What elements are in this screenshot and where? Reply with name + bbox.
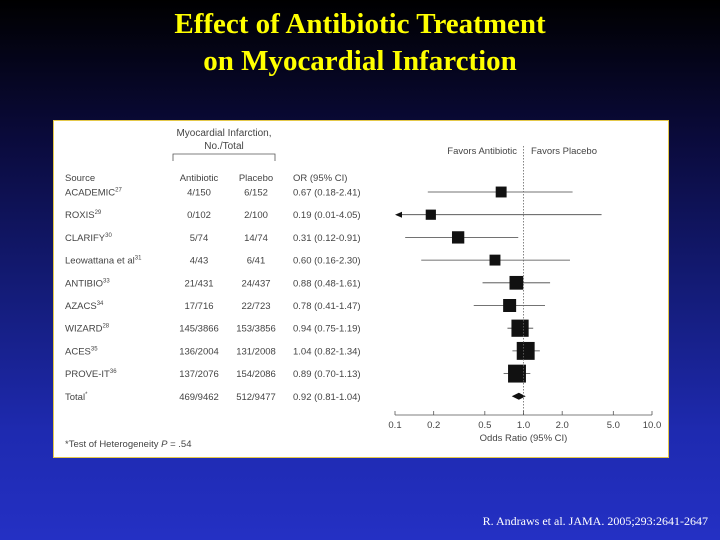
source-label: WIZARD28 — [65, 324, 110, 335]
favors-placebo-label: Favors Placebo — [531, 146, 597, 157]
forest-plot: Myocardial Infarction, No./Total Source … — [65, 128, 661, 450]
group-header-line1: Myocardial Infarction, — [176, 128, 271, 139]
placebo-count: 512/9477 — [236, 392, 276, 403]
source-label: ROXIS29 — [65, 210, 102, 221]
study-row: ACES35 136/2004 131/2008 1.04 (0.82-1.34) — [65, 346, 361, 357]
source-label: Leowattana et al31 — [65, 256, 142, 267]
placebo-count: 154/2086 — [236, 369, 276, 380]
antibiotic-count: 4/150 — [187, 188, 211, 199]
estimate-marker — [516, 341, 535, 360]
x-tick-label: 10.0 — [643, 420, 662, 431]
x-tick-label: 5.0 — [607, 420, 620, 431]
study-row: AZACS34 17/716 22/723 0.78 (0.41-1.47) — [65, 301, 361, 312]
col-header-placebo: Placebo — [239, 173, 273, 184]
estimate-marker — [451, 231, 465, 244]
placebo-count: 6/152 — [244, 188, 268, 199]
estimate-marker — [509, 275, 524, 290]
ci-arrow — [395, 211, 402, 218]
study-row: ANTIBIO33 21/431 24/437 0.88 (0.48-1.61) — [65, 278, 361, 289]
source-label: ACADEMIC27 — [65, 188, 122, 199]
source-label: CLARIFY30 — [65, 233, 112, 244]
antibiotic-count: 4/43 — [190, 256, 209, 267]
antibiotic-count: 137/2076 — [179, 369, 219, 380]
study-row: ACADEMIC27 4/150 6/152 0.67 (0.18-2.41) — [65, 188, 361, 199]
odds-ratio-text: 0.92 (0.81-1.04) — [293, 392, 361, 403]
antibiotic-count: 5/74 — [190, 233, 209, 244]
placebo-count: 6/41 — [247, 256, 266, 267]
odds-ratio-text: 0.67 (0.18-2.41) — [293, 188, 361, 199]
odds-ratio-text: 0.89 (0.70-1.13) — [293, 369, 361, 380]
odds-ratio-text: 0.19 (0.01-4.05) — [293, 210, 361, 221]
odds-ratio-text: 1.04 (0.82-1.34) — [293, 346, 361, 357]
study-row: ROXIS29 0/102 2/100 0.19 (0.01-4.05) — [65, 210, 361, 221]
antibiotic-count: 469/9462 — [179, 392, 219, 403]
placebo-count: 14/74 — [244, 233, 268, 244]
source-label: Total* — [65, 392, 88, 403]
col-header-source: Source — [65, 173, 95, 184]
antibiotic-count: 0/102 — [187, 210, 211, 221]
estimate-marker — [489, 254, 501, 266]
estimate-marker — [495, 186, 507, 198]
estimate-marker — [425, 209, 436, 220]
slide-title-line2: on Myocardial Infarction — [203, 45, 517, 77]
study-row: WIZARD28 145/3866 153/3856 0.94 (0.75-1.19) — [65, 324, 361, 335]
col-header-antibiotic: Antibiotic — [180, 173, 219, 184]
x-tick-label: 2.0 — [556, 420, 569, 431]
x-tick-label: 1.0 — [517, 420, 530, 431]
placebo-count: 131/2008 — [236, 346, 276, 357]
slide-title: Effect of Antibiotic Treatment on Myocar… — [0, 6, 720, 80]
heterogeneity-footnote: *Test of Heterogeneity P = .54 — [65, 439, 192, 450]
col-header-or: OR (95% CI) — [293, 173, 347, 184]
x-tick-label: 0.2 — [427, 420, 440, 431]
x-tick-label: 0.5 — [478, 420, 491, 431]
x-axis-label: Odds Ratio (95% CI) — [480, 433, 568, 444]
estimate-marker — [503, 299, 517, 312]
study-row: Leowattana et al31 4/43 6/41 0.60 (0.16-2.3… — [65, 256, 361, 267]
antibiotic-count: 145/3866 — [179, 324, 219, 335]
x-tick-label: 0.1 — [388, 420, 401, 431]
antibiotic-count: 17/716 — [184, 301, 213, 312]
odds-ratio-text: 0.78 (0.41-1.47) — [293, 301, 361, 312]
odds-ratio-text: 0.88 (0.48-1.61) — [293, 278, 361, 289]
study-rows: ACADEMIC27 4/150 6/152 0.67 (0.18-2.41) ROXI… — [65, 188, 361, 403]
total-row: Total* 469/9462 512/9477 0.92 (0.81-1.04) — [65, 392, 361, 403]
citation: R. Andraws et al. JAMA. 2005;293:2641-26… — [482, 514, 708, 528]
forest-plot-panel: Myocardial Infarction, No./Total Source … — [53, 120, 669, 458]
study-row: PROVE-IT36 137/2076 154/2086 0.89 (0.70-1.1… — [65, 369, 361, 380]
favors-antibiotic-label: Favors Antibiotic — [447, 146, 517, 157]
source-label: AZACS34 — [65, 301, 104, 312]
odds-ratio-text: 0.31 (0.12-0.91) — [293, 233, 361, 244]
placebo-count: 153/3856 — [236, 324, 276, 335]
estimate-marker — [508, 364, 526, 383]
placebo-count: 2/100 — [244, 210, 268, 221]
pooled-estimate-diamond — [511, 392, 526, 400]
group-header-bracket — [172, 153, 276, 161]
antibiotic-count: 136/2004 — [179, 346, 219, 357]
estimate-marker — [511, 319, 529, 337]
odds-ratio-text: 0.60 (0.16-2.30) — [293, 256, 361, 267]
plot-area: 0.1 0.2 0.5 1.0 2.0 5.0 10.0 Odds Ratio (95% CI… — [388, 146, 661, 444]
source-label: PROVE-IT36 — [65, 369, 117, 380]
antibiotic-count: 21/431 — [184, 278, 213, 289]
study-row: CLARIFY30 5/74 14/74 0.31 (0.12-0.91) — [65, 233, 361, 244]
placebo-count: 24/437 — [241, 278, 270, 289]
placebo-count: 22/723 — [241, 301, 270, 312]
source-label: ACES35 — [65, 346, 98, 357]
odds-ratio-text: 0.94 (0.75-1.19) — [293, 324, 361, 335]
group-header-line2: No./Total — [204, 141, 243, 152]
source-label: ANTIBIO33 — [65, 278, 110, 289]
slide-title-line1: Effect of Antibiotic Treatment — [174, 8, 546, 40]
